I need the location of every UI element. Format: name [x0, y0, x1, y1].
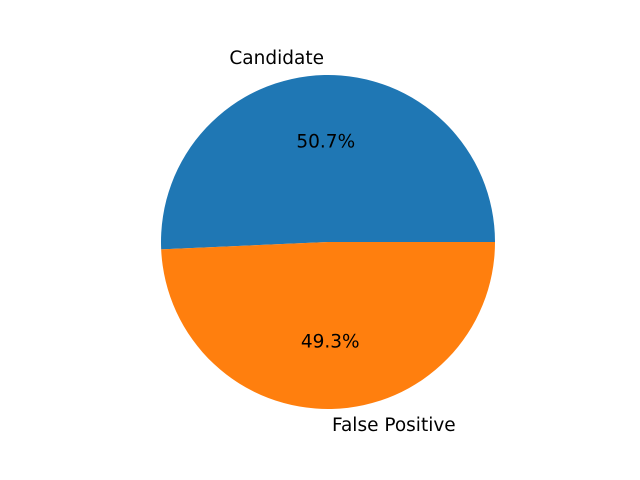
- pie-slice-0: [161, 75, 495, 250]
- pie-labels: 50.7% Candidate 49.3% False Positive: [229, 48, 455, 436]
- pie-category-label-1: False Positive: [332, 415, 456, 436]
- pie-slices: [161, 75, 495, 410]
- pie-pct-label-1: 49.3%: [301, 332, 360, 353]
- pie-pct-label-0: 50.7%: [296, 131, 355, 152]
- pie-slice-1: [161, 242, 495, 410]
- pie-category-label-0: Candidate: [229, 48, 324, 69]
